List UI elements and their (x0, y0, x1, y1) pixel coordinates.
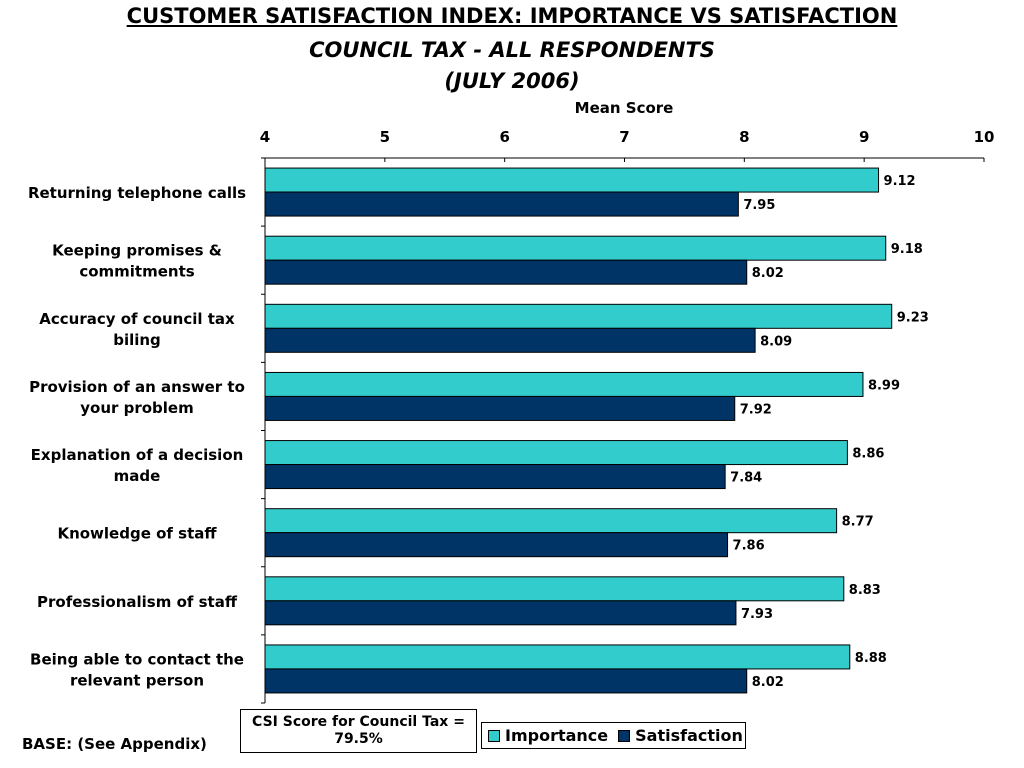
bar-importance (264, 440, 848, 466)
bar-satisfaction (264, 395, 736, 421)
data-label-importance: 9.23 (897, 310, 929, 325)
category-label: Provision of an answer to your problem (29, 378, 245, 417)
legend-swatch-importance (488, 729, 500, 742)
bar-satisfaction (264, 191, 739, 217)
data-label-satisfaction: 8.09 (760, 334, 792, 349)
chart-subtitle: COUNCIL TAX - ALL RESPONDENTS (309, 38, 715, 62)
data-label-satisfaction: 7.92 (740, 402, 772, 417)
data-label-importance: 8.77 (842, 515, 874, 530)
category-label: Keeping promises & commitments (52, 242, 222, 281)
chart-title: CUSTOMER SATISFACTION INDEX: IMPORTANCE … (126, 4, 898, 28)
bar-importance (264, 235, 887, 261)
bar-satisfaction (264, 464, 726, 490)
chart-date: (JULY 2006) (444, 69, 580, 93)
data-label-importance: 8.99 (868, 378, 900, 393)
category-label: Being able to contact the relevant person (30, 650, 244, 689)
category-label: Returning telephone calls (28, 184, 246, 202)
bar-satisfaction (264, 532, 729, 558)
data-label-satisfaction: 7.86 (733, 539, 765, 554)
data-label-satisfaction: 7.84 (730, 471, 762, 486)
category-label: Explanation of a decision made (31, 446, 244, 485)
legend-swatch-satisfaction (618, 729, 631, 742)
x-tick-label: 4 (260, 128, 270, 146)
data-label-importance: 8.83 (849, 583, 881, 598)
bar-importance (264, 167, 880, 193)
category-label: Professionalism of staff (37, 593, 238, 611)
category-label: Accuracy of council tax biling (39, 310, 235, 349)
data-label-importance: 9.18 (891, 242, 923, 257)
x-tick-label: 9 (859, 128, 869, 146)
x-tick-label: 8 (739, 128, 749, 146)
data-label-satisfaction: 7.93 (741, 607, 773, 622)
legend-item-importance: Importance (488, 726, 608, 745)
data-label-satisfaction: 8.02 (752, 266, 784, 281)
legend-label-importance: Importance (505, 726, 609, 745)
data-label-satisfaction: 8.02 (752, 675, 784, 690)
bar-importance (264, 644, 851, 670)
bar-satisfaction (264, 600, 737, 626)
legend: Importance Satisfaction (481, 722, 746, 749)
data-label-importance: 8.88 (855, 651, 887, 666)
x-tick-label: 7 (619, 128, 629, 146)
x-tick-label: 10 (974, 128, 995, 146)
bar-satisfaction (264, 668, 748, 694)
csi-score-box: CSI Score for Council Tax = 79.5% (240, 709, 477, 753)
bar-importance (264, 508, 838, 534)
data-label-satisfaction: 7.95 (743, 198, 775, 213)
bar-satisfaction (264, 259, 748, 285)
bar-importance (264, 371, 864, 397)
bar-importance (264, 576, 845, 602)
bar-satisfaction (264, 327, 756, 353)
x-tick-label: 6 (499, 128, 509, 146)
legend-label-satisfaction: Satisfaction (635, 726, 743, 745)
data-label-importance: 9.12 (884, 174, 916, 189)
x-axis-title: Mean Score (575, 99, 674, 117)
data-label-importance: 8.86 (852, 447, 884, 462)
bar-importance (264, 303, 893, 329)
x-tick-label: 5 (380, 128, 390, 146)
base-note: BASE: (See Appendix) (22, 735, 207, 753)
legend-item-satisfaction: Satisfaction (618, 726, 743, 745)
category-label: Knowledge of staff (57, 525, 217, 543)
